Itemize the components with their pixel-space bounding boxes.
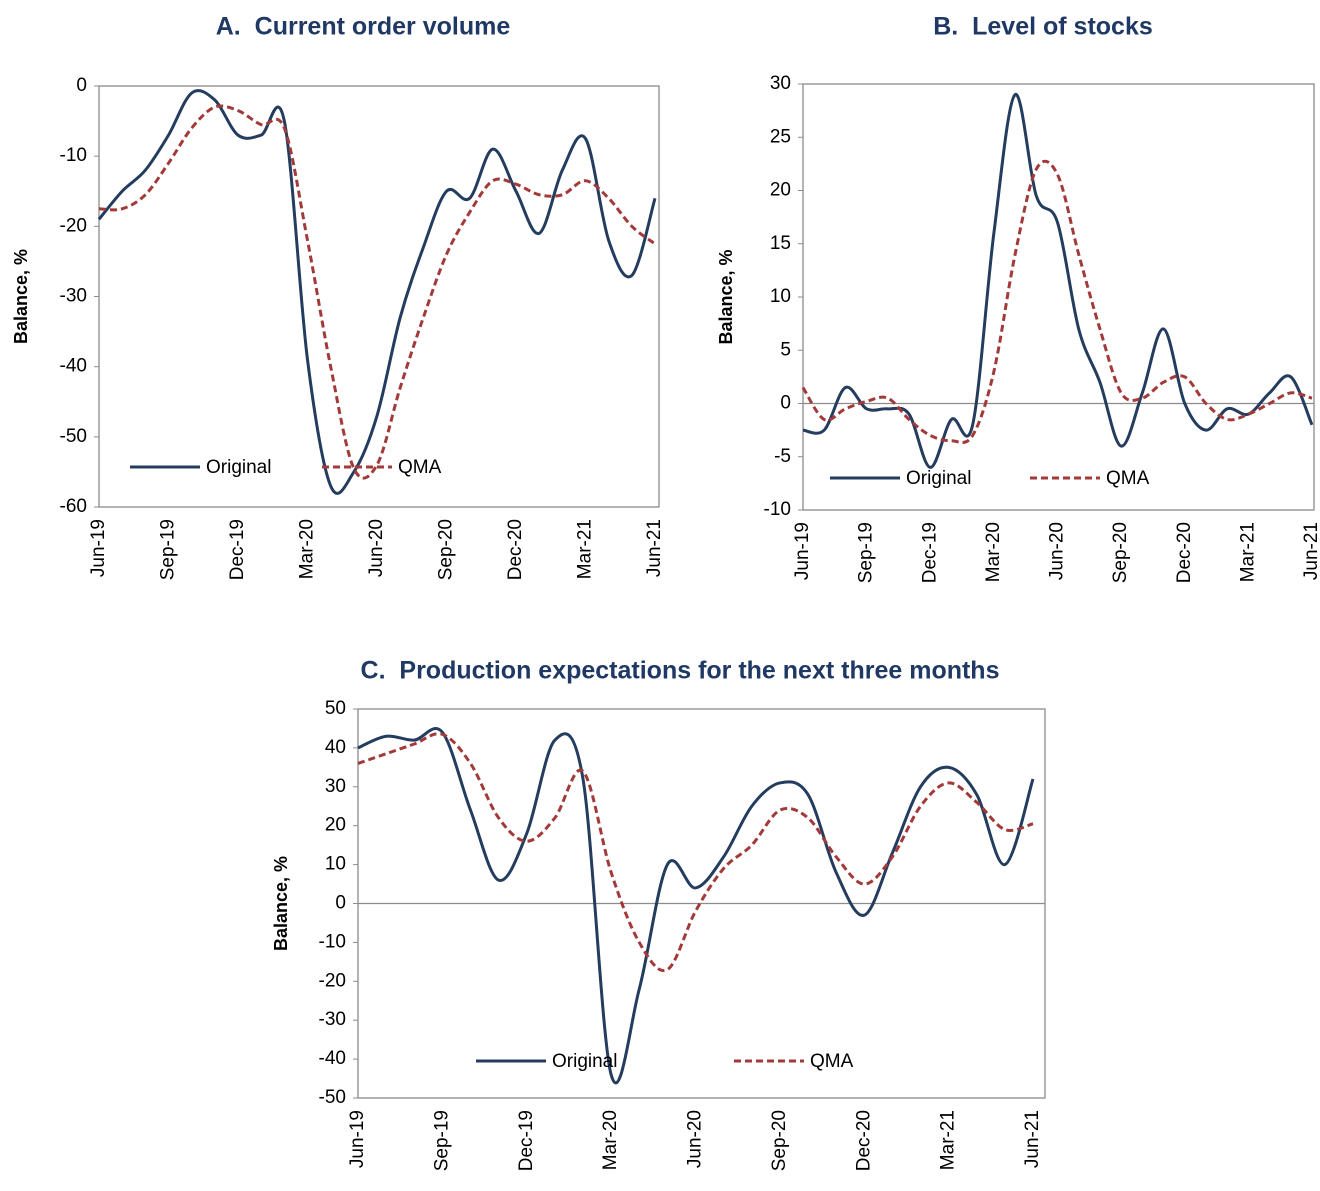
y-tick-label: 10	[770, 286, 791, 307]
y-tick-label: -30	[60, 286, 87, 307]
x-tick-label: Jun-19	[347, 1110, 368, 1168]
x-tick-label: Mar-20	[297, 519, 318, 579]
x-tick-label: Sep-20	[1110, 522, 1131, 583]
x-tick-label: Mar-21	[575, 519, 596, 579]
x-tick-label: Jun-20	[685, 1110, 706, 1168]
x-tick-label: Dec-20	[1174, 522, 1195, 583]
legend-label: Original	[906, 468, 971, 489]
y-tick-label: -5	[774, 446, 791, 467]
x-tick-label: Mar-20	[983, 522, 1004, 582]
y-tick-label: -50	[60, 426, 87, 447]
x-tick-label: Jun-19	[792, 522, 813, 580]
y-tick-label: -20	[319, 970, 346, 991]
y-tick-label: 25	[770, 126, 791, 147]
y-tick-label: -10	[319, 931, 346, 952]
y-tick-label: -50	[319, 1087, 346, 1108]
y-tick-label: 30	[770, 73, 791, 94]
legend-label: Original	[206, 457, 271, 478]
x-tick-label: Mar-21	[1237, 522, 1258, 582]
chart-title: B. Level of stocks	[933, 13, 1153, 41]
y-tick-label: 5	[780, 339, 791, 360]
x-tick-label: Mar-21	[938, 1110, 959, 1170]
x-tick-label: Jun-21	[1301, 522, 1320, 580]
y-tick-label: -10	[60, 145, 87, 166]
plot-border	[802, 83, 1315, 511]
legend-label: QMA	[398, 457, 442, 478]
y-tick-label: 0	[335, 893, 346, 914]
chart-panel: B. Level of stocks Balance, % -10 -5 0 5 10 15 2…	[716, 13, 1320, 584]
x-tick-label: Sep-19	[856, 522, 877, 583]
legend-label: QMA	[810, 1051, 854, 1072]
legend-label: Original	[552, 1051, 617, 1072]
y-axis-label: Balance, %	[11, 249, 31, 344]
y-tick-label: -60	[60, 496, 87, 517]
x-tick-label: Jun-19	[88, 519, 109, 577]
y-tick-label: -20	[60, 215, 87, 236]
y-tick-label: 0	[76, 75, 87, 96]
series-line	[357, 727, 1035, 1085]
chart-panel: A. Current order volume Balance, % -60 -50 -…	[11, 13, 665, 581]
plot-border	[98, 85, 660, 508]
y-tick-label: 40	[325, 737, 346, 758]
y-tick-label: 0	[780, 393, 791, 414]
y-tick-label: 20	[325, 815, 346, 836]
x-tick-label: Jun-21	[644, 519, 665, 577]
y-tick-label: -10	[764, 499, 791, 520]
x-tick-label: Dec-19	[227, 519, 248, 580]
x-tick-label: Sep-20	[769, 1110, 790, 1171]
y-tick-label: -40	[319, 1048, 346, 1069]
x-tick-label: Sep-19	[431, 1110, 452, 1171]
y-tick-label: 10	[325, 854, 346, 875]
chart-title: C. Production expectations for the next …	[361, 657, 1000, 685]
y-tick-label: 50	[325, 698, 346, 719]
chart-title: A. Current order volume	[216, 13, 511, 41]
y-tick-label: 20	[770, 180, 791, 201]
series-line	[357, 732, 1034, 973]
y-axis-label: Balance, %	[716, 249, 736, 344]
y-tick-label: -30	[319, 1009, 346, 1030]
x-tick-label: Dec-19	[919, 522, 940, 583]
x-tick-label: Jun-21	[1022, 1110, 1043, 1168]
y-tick-label: 15	[770, 233, 791, 254]
x-tick-label: Mar-20	[600, 1110, 621, 1170]
series-line	[97, 89, 657, 495]
series-line	[98, 104, 656, 480]
series-line	[801, 159, 1313, 444]
y-axis-label: Balance, %	[271, 856, 291, 951]
x-tick-label: Sep-20	[436, 519, 457, 580]
y-tick-label: -40	[60, 356, 87, 377]
x-tick-label: Dec-20	[505, 519, 526, 580]
y-tick-label: 30	[325, 776, 346, 797]
x-tick-label: Dec-20	[853, 1110, 874, 1171]
legend-label: QMA	[1106, 468, 1150, 489]
chart-panel: C. Production expectations for the next …	[271, 657, 1046, 1171]
series-line	[802, 93, 1314, 469]
x-tick-label: Sep-19	[158, 519, 179, 580]
x-tick-label: Jun-20	[1047, 522, 1068, 580]
x-tick-label: Dec-19	[516, 1110, 537, 1171]
x-tick-label: Jun-20	[366, 519, 387, 577]
